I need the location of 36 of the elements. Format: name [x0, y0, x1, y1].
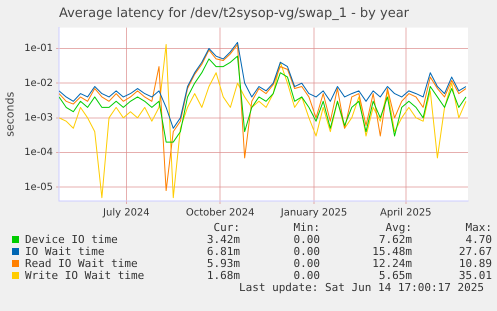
text: 27.67 — [458, 245, 492, 258]
x-tick-label: July 2024 — [102, 208, 150, 219]
text: 5.65m — [378, 269, 412, 282]
x-tick-label: October 2024 — [186, 208, 255, 219]
text: 4.70 — [464, 233, 492, 246]
text: 7.62m — [378, 233, 412, 246]
text: 3.42m — [206, 233, 240, 246]
x-tick-label: January 2025 — [280, 208, 348, 219]
text: Avg: — [384, 221, 412, 234]
text: 0.00 — [292, 269, 320, 282]
text: 0.00 — [292, 257, 320, 270]
y-tick-label: 1e-05 — [24, 182, 54, 193]
text: Last update: Sat Jun 14 17:00:17 2025 — [238, 281, 484, 294]
text: 15.48m — [371, 245, 412, 258]
text: Min: — [292, 221, 320, 234]
text: 0.00 — [292, 233, 320, 246]
text: 1.68m — [206, 269, 240, 282]
legend-label: Device IO time — [25, 233, 118, 246]
text: 10.89 — [458, 257, 492, 270]
legend-label: Write IO Wait time — [25, 269, 144, 282]
x-tick-label: April 2025 — [380, 208, 432, 219]
text: 0.00 — [292, 245, 320, 258]
y-tick-label: 1e-03 — [24, 112, 54, 124]
text: Max: — [464, 221, 492, 234]
text: 12.24m — [371, 257, 412, 270]
legend-label: IO Wait time — [25, 245, 104, 258]
text: Cur: — [212, 221, 240, 234]
chart-title: Average latency for /dev/t2sysop-vg/swap_1 - by year — [58, 6, 410, 22]
text: 6.81m — [206, 245, 240, 258]
text: 5.93m — [206, 257, 240, 270]
legend-label: Read IO Wait time — [25, 257, 138, 270]
text: 35.01 — [458, 269, 492, 282]
y-tick-label: 1e-04 — [24, 147, 54, 158]
y-tick-label: 1e-02 — [24, 78, 54, 89]
y-tick-label: 1e-01 — [24, 43, 54, 54]
y-axis-title: seconds — [3, 92, 16, 137]
